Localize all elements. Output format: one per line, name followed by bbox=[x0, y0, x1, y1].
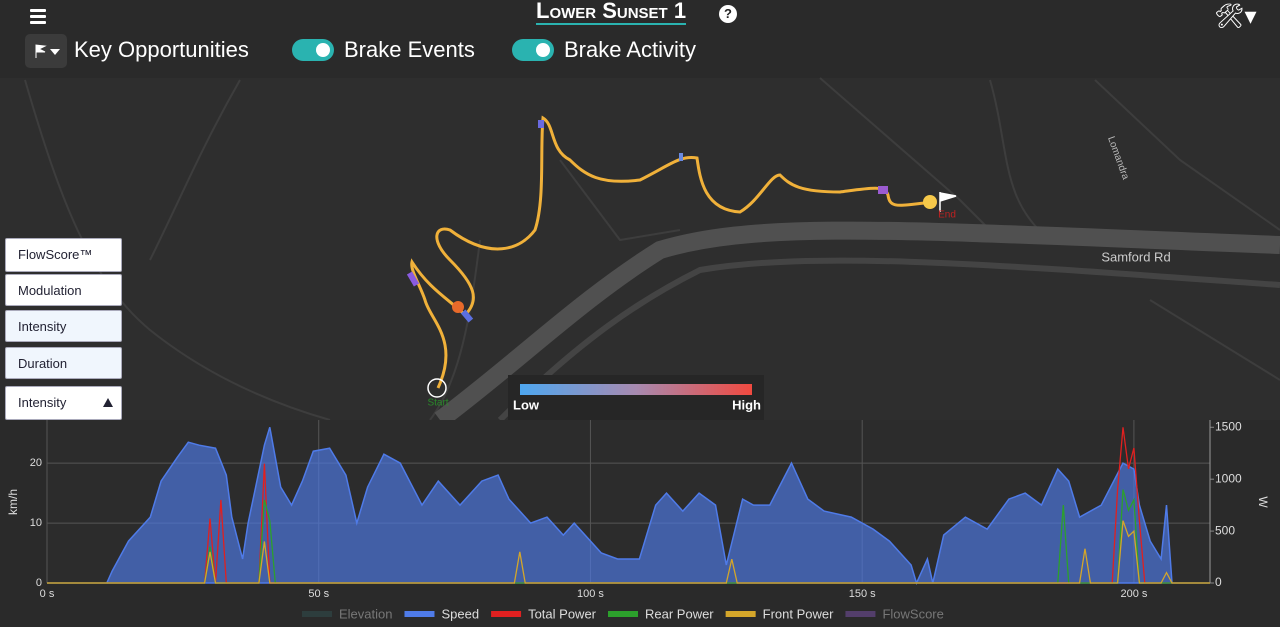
main-road bbox=[434, 221, 1280, 428]
x-tick-label: 0 s bbox=[40, 588, 55, 600]
menu-dropdown[interactable]: Intensity bbox=[5, 386, 122, 420]
flag-dropdown[interactable] bbox=[25, 34, 67, 68]
trail bbox=[410, 115, 936, 389]
toggle-label: Key Opportunities bbox=[74, 37, 249, 62]
x-tick-label: 200 s bbox=[1120, 588, 1147, 600]
toggle-label: Brake Activity bbox=[564, 37, 697, 62]
menu-item[interactable]: Modulation bbox=[5, 274, 122, 306]
colorbar-high: High bbox=[732, 397, 761, 412]
y-axis-label: km/h bbox=[6, 489, 20, 515]
y2-axis-label: W bbox=[1256, 496, 1270, 508]
menu-item: Intensity bbox=[18, 395, 67, 410]
end-flag bbox=[939, 192, 957, 212]
brake-event[interactable] bbox=[878, 186, 888, 194]
y-tick-label: 10 bbox=[30, 517, 42, 529]
menu-item[interactable]: Duration bbox=[5, 347, 122, 379]
y-tick-label: 20 bbox=[30, 457, 42, 469]
menu-button[interactable] bbox=[30, 9, 46, 27]
legend-swatch bbox=[302, 611, 332, 617]
y2-tick-label: 500 bbox=[1215, 523, 1235, 537]
y-tick-label: 0 bbox=[36, 577, 42, 589]
brake-event[interactable] bbox=[452, 301, 464, 313]
colorbar-low: Low bbox=[513, 397, 540, 412]
brake-event[interactable] bbox=[538, 120, 544, 128]
y2-tick-label: 1500 bbox=[1215, 419, 1242, 433]
power-line bbox=[47, 520, 1210, 584]
legend-label: Total Power bbox=[528, 606, 597, 621]
legend-label: Elevation bbox=[339, 606, 392, 621]
colorbar-panel bbox=[508, 375, 764, 420]
tools-button[interactable]: 🛠▾ bbox=[1214, 3, 1257, 30]
legend-label: Speed bbox=[441, 606, 479, 621]
road bbox=[497, 257, 1280, 423]
brake-event[interactable] bbox=[406, 271, 420, 287]
menu-item[interactable]: FlowScore™ bbox=[5, 238, 122, 272]
legend-swatch bbox=[491, 611, 522, 617]
start-label: Start bbox=[427, 398, 448, 409]
brake-event[interactable] bbox=[679, 153, 683, 161]
legend-swatch bbox=[845, 611, 876, 617]
toggle-label: Brake Events bbox=[344, 37, 475, 62]
x-tick-label: 100 s bbox=[577, 588, 604, 600]
title: Lower Sunset 1 bbox=[536, 0, 687, 25]
legend-swatch bbox=[608, 611, 638, 617]
menu-item[interactable]: Intensity bbox=[5, 310, 122, 342]
colorbar bbox=[520, 384, 752, 395]
road-label: Samford Rd bbox=[1101, 249, 1170, 264]
legend-label: Rear Power bbox=[645, 606, 714, 621]
y2-tick-label: 0 bbox=[1215, 575, 1222, 589]
map-background bbox=[0, 78, 1280, 420]
end-label: End bbox=[938, 210, 956, 221]
help-button[interactable]: ? bbox=[719, 5, 737, 23]
legend-label: Front Power bbox=[763, 606, 834, 621]
brake-event[interactable] bbox=[923, 195, 937, 209]
brake-event[interactable] bbox=[460, 309, 474, 323]
x-tick-label: 50 s bbox=[308, 588, 329, 600]
y2-tick-label: 1000 bbox=[1215, 471, 1242, 485]
map-paths bbox=[24, 77, 1280, 421]
legend-label: FlowScore bbox=[882, 606, 943, 621]
toggle[interactable] bbox=[512, 39, 554, 61]
toggle[interactable] bbox=[292, 39, 334, 61]
start-icon bbox=[427, 378, 447, 398]
legend-swatch bbox=[725, 611, 756, 617]
legend-swatch bbox=[404, 611, 435, 617]
x-tick-label: 150 s bbox=[849, 588, 876, 600]
speed-area bbox=[47, 426, 1210, 586]
